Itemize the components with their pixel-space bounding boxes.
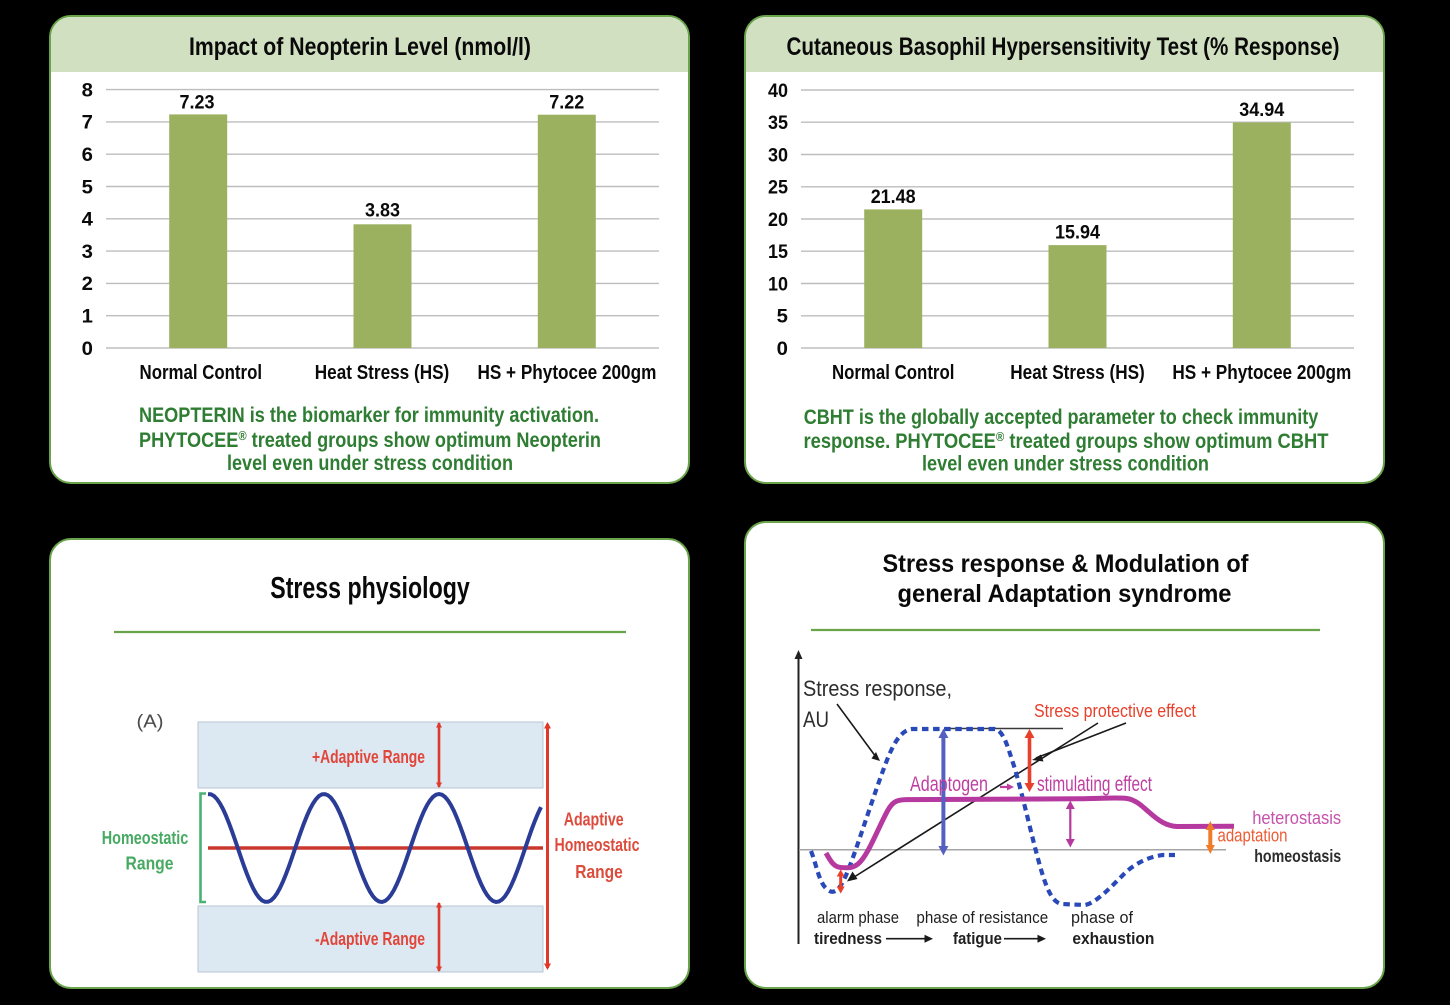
svg-text:5: 5: [82, 177, 94, 198]
svg-text:3.83: 3.83: [365, 199, 400, 221]
svg-text:phase of: phase of: [1071, 909, 1133, 927]
svg-text:Homeostatic: Homeostatic: [102, 827, 189, 848]
svg-text:AU: AU: [803, 707, 829, 732]
svg-text:10: 10: [768, 274, 788, 295]
svg-text:Range: Range: [575, 862, 623, 882]
svg-text:8: 8: [82, 80, 93, 101]
svg-text:7.22: 7.22: [549, 92, 584, 114]
svg-text:0: 0: [82, 339, 93, 360]
svg-text:15.94: 15.94: [1055, 222, 1100, 244]
svg-text:fatigue: fatigue: [953, 930, 1002, 948]
svg-text:35: 35: [768, 113, 788, 134]
svg-text:5: 5: [777, 307, 789, 328]
svg-text:response. PHYTOCEE® treated gr: response. PHYTOCEE® treated groups show …: [804, 429, 1329, 453]
svg-text:-Adaptive Range: -Adaptive Range: [315, 929, 425, 949]
svg-text:Impact of Neopterin Level (nmo: Impact of Neopterin Level (nmol/l): [189, 33, 531, 61]
svg-text:6: 6: [82, 145, 93, 166]
svg-text:Heat Stress (HS): Heat Stress (HS): [1010, 362, 1145, 384]
svg-text:Range: Range: [126, 853, 174, 874]
svg-text:homeostasis: homeostasis: [1254, 846, 1341, 866]
svg-text:25: 25: [768, 178, 788, 199]
svg-text:Stress response & Modulation o: Stress response & Modulation of: [883, 550, 1250, 578]
svg-text:level even under stress condit: level even under stress condition: [227, 452, 513, 475]
svg-text:HS + Phytocee 200gm: HS + Phytocee 200gm: [477, 362, 656, 384]
svg-text:7: 7: [82, 113, 93, 134]
svg-text:Heat Stress (HS): Heat Stress (HS): [315, 362, 450, 384]
svg-text:40: 40: [768, 81, 788, 102]
svg-text:20: 20: [768, 210, 788, 231]
svg-text:heterostasis: heterostasis: [1252, 808, 1341, 828]
svg-text:34.94: 34.94: [1239, 99, 1284, 121]
svg-text:21.48: 21.48: [871, 186, 916, 208]
svg-text:stimulating effect: stimulating effect: [1037, 773, 1152, 796]
svg-text:HS + Phytocee 200gm: HS + Phytocee 200gm: [1172, 362, 1351, 384]
svg-text:Normal Control: Normal Control: [140, 362, 263, 384]
svg-text:tiredness: tiredness: [814, 930, 882, 948]
svg-text:2: 2: [82, 274, 93, 295]
svg-text:Homeostatic: Homeostatic: [555, 835, 640, 855]
svg-text:Stress protective effect: Stress protective effect: [1034, 701, 1196, 721]
svg-text:PHYTOCEE® treated groups show: PHYTOCEE® treated groups show optimum Ne…: [139, 428, 601, 452]
svg-text:Adaptogen: Adaptogen: [910, 773, 988, 796]
svg-text:Adaptive: Adaptive: [564, 810, 624, 830]
svg-text:(A): (A): [137, 712, 164, 732]
svg-text:exhaustion: exhaustion: [1072, 930, 1154, 948]
svg-text:Normal Control: Normal Control: [832, 362, 955, 384]
svg-text:Stress physiology: Stress physiology: [270, 570, 470, 605]
svg-text:level even under stress condit: level even under stress condition: [922, 453, 1209, 476]
svg-text:NEOPTERIN is the biomarker for: NEOPTERIN is the biomarker for immunity …: [139, 404, 599, 427]
svg-text:4: 4: [82, 210, 94, 231]
svg-text:adaptation: adaptation: [1218, 826, 1288, 846]
svg-text:0: 0: [777, 339, 788, 360]
svg-text:1: 1: [82, 307, 94, 328]
svg-text:CBHT is the globally accepted: CBHT is the globally accepted parameter …: [804, 406, 1319, 429]
svg-text:general Adaptation syndrome: general Adaptation syndrome: [898, 580, 1232, 608]
svg-text:15: 15: [768, 242, 788, 263]
svg-text:30: 30: [768, 145, 788, 166]
svg-text:phase of resistance: phase of resistance: [916, 909, 1048, 927]
svg-text:+Adaptive Range: +Adaptive Range: [312, 747, 425, 767]
svg-text:7.23: 7.23: [180, 91, 215, 113]
svg-text:Cutaneous Basophil Hypersensit: Cutaneous Basophil Hypersensitivity Test…: [787, 33, 1340, 61]
svg-text:3: 3: [82, 242, 93, 263]
svg-text:Stress response,: Stress response,: [803, 676, 952, 701]
svg-text:alarm phase: alarm phase: [817, 909, 899, 927]
